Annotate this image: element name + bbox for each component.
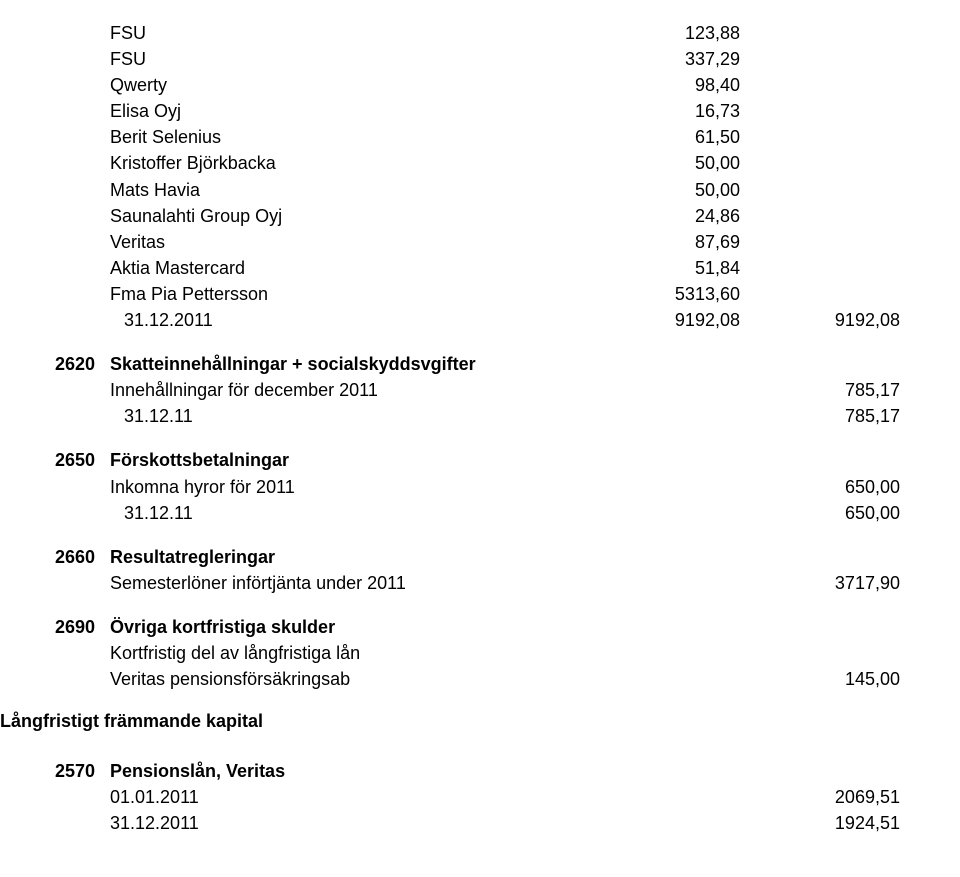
- item-value-3: 1924,51: [740, 810, 900, 836]
- line-item: Elisa Oyj 16,73: [110, 98, 900, 124]
- item-value-3: 3717,90: [740, 570, 900, 596]
- line-item: Qwerty 98,40: [110, 72, 900, 98]
- line-item: 01.01.2011 2069,51: [110, 784, 900, 810]
- item-label: 01.01.2011: [110, 784, 460, 810]
- item-label: Veritas pensionsförsäkringsab: [110, 666, 460, 692]
- line-item: 31.12.2011 1924,51: [110, 810, 900, 836]
- line-item: Berit Selenius 61,50: [110, 124, 900, 150]
- line-item: Semesterlöner införtjänta under 2011 371…: [110, 570, 900, 596]
- line-item: Aktia Mastercard 51,84: [110, 255, 900, 281]
- total-value-3: 9192,08: [740, 307, 900, 333]
- total-label: 31.12.2011: [110, 307, 460, 333]
- item-value-3: 650,00: [740, 500, 900, 526]
- item-value-3: 2069,51: [740, 784, 900, 810]
- account-header-2650: 2650 Förskottsbetalningar: [55, 447, 900, 473]
- item-label: 31.12.11: [110, 403, 460, 429]
- item-label: Semesterlöner införtjänta under 2011: [110, 570, 460, 596]
- account-number: 2650: [55, 447, 110, 473]
- account-header-2660: 2660 Resultatregleringar: [55, 544, 900, 570]
- line-item: Innehållningar för december 2011 785,17: [110, 377, 900, 403]
- account-title: Förskottsbetalningar: [110, 447, 900, 473]
- item-value-3: 650,00: [740, 474, 900, 500]
- item-value-3: 145,00: [740, 666, 900, 692]
- item-label: Qwerty: [110, 72, 460, 98]
- account-header-2690: 2690 Övriga kortfristiga skulder: [55, 614, 900, 640]
- item-value: 87,69: [460, 229, 740, 255]
- item-label: Veritas: [110, 229, 460, 255]
- item-value: 123,88: [460, 20, 740, 46]
- total-value-2: 9192,08: [460, 307, 740, 333]
- item-value: 50,00: [460, 150, 740, 176]
- line-item: FSU 337,29: [110, 46, 900, 72]
- account-header-2570: 2570 Pensionslån, Veritas: [55, 758, 900, 784]
- line-item: FSU 123,88: [110, 20, 900, 46]
- line-item: Kortfristig del av långfristiga lån: [110, 640, 900, 666]
- item-value: 5313,60: [460, 281, 740, 307]
- item-label: FSU: [110, 46, 460, 72]
- account-number: 2690: [55, 614, 110, 640]
- item-label: Mats Havia: [110, 177, 460, 203]
- account-title: Resultatregleringar: [110, 544, 900, 570]
- line-item: Veritas pensionsförsäkringsab 145,00: [110, 666, 900, 692]
- total-row: 31.12.2011 9192,08 9192,08: [110, 307, 900, 333]
- line-item: 31.12.11 785,17: [110, 403, 900, 429]
- line-item: Mats Havia 50,00: [110, 177, 900, 203]
- account-header-2620: 2620 Skatteinnehållningar + socialskydds…: [55, 351, 900, 377]
- item-value: 61,50: [460, 124, 740, 150]
- account-number: 2570: [55, 758, 110, 784]
- item-value: 24,86: [460, 203, 740, 229]
- item-value: 16,73: [460, 98, 740, 124]
- section-header-langfristigt: Långfristigt främmande kapital: [0, 692, 900, 740]
- account-title: Skatteinnehållningar + socialskyddsvgift…: [110, 351, 900, 377]
- item-label: FSU: [110, 20, 460, 46]
- account-number: 2660: [55, 544, 110, 570]
- item-label: Berit Selenius: [110, 124, 460, 150]
- line-item: Saunalahti Group Oyj 24,86: [110, 203, 900, 229]
- line-item: Veritas 87,69: [110, 229, 900, 255]
- item-label: Kortfristig del av långfristiga lån: [110, 640, 460, 666]
- account-title: Pensionslån, Veritas: [110, 758, 900, 784]
- item-label: Fma Pia Pettersson: [110, 281, 460, 307]
- item-label: Inkomna hyror för 2011: [110, 474, 460, 500]
- item-value-3: 785,17: [740, 377, 900, 403]
- line-item: Fma Pia Pettersson 5313,60: [110, 281, 900, 307]
- item-label: Innehållningar för december 2011: [110, 377, 460, 403]
- item-label: Aktia Mastercard: [110, 255, 460, 281]
- account-number: 2620: [55, 351, 110, 377]
- item-value: 337,29: [460, 46, 740, 72]
- line-item: Kristoffer Björkbacka 50,00: [110, 150, 900, 176]
- item-label: Saunalahti Group Oyj: [110, 203, 460, 229]
- item-label: 31.12.11: [110, 500, 460, 526]
- item-label: 31.12.2011: [110, 810, 460, 836]
- item-label: Elisa Oyj: [110, 98, 460, 124]
- line-item: 31.12.11 650,00: [110, 500, 900, 526]
- account-title: Övriga kortfristiga skulder: [110, 614, 900, 640]
- item-value: 51,84: [460, 255, 740, 281]
- item-value-3: 785,17: [740, 403, 900, 429]
- item-label: Kristoffer Björkbacka: [110, 150, 460, 176]
- line-item: Inkomna hyror för 2011 650,00: [110, 474, 900, 500]
- item-value: 50,00: [460, 177, 740, 203]
- item-value: 98,40: [460, 72, 740, 98]
